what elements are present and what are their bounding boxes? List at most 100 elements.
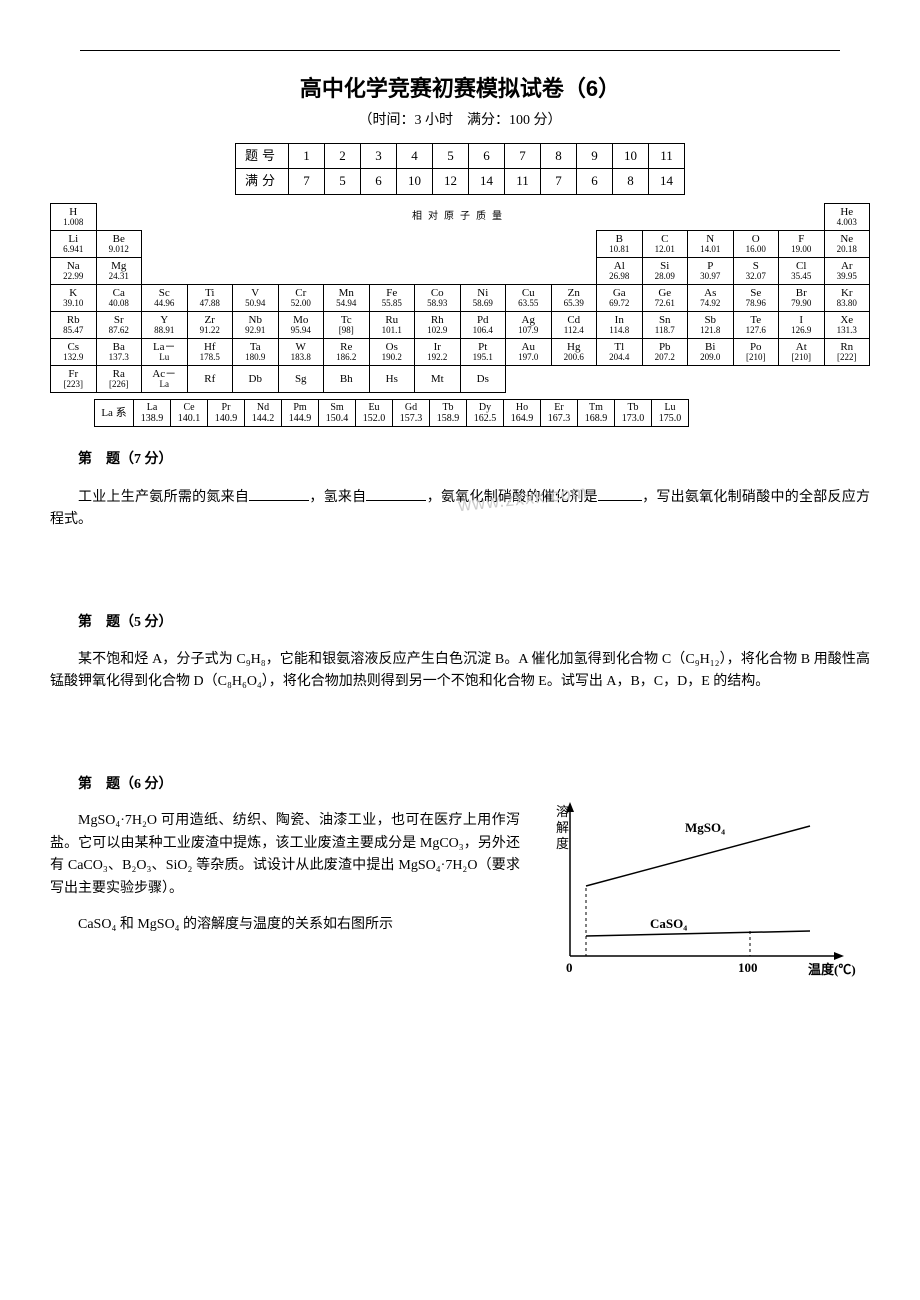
q1-t3: ，氨氧化制硝酸的催化剂是 (426, 490, 597, 505)
svg-text:解: 解 (556, 820, 569, 835)
score-col-num: 10 (613, 143, 649, 169)
element-cell: Sb121.8 (688, 312, 734, 339)
score-col-pts: 7 (289, 169, 325, 195)
element-cell: Rh102.9 (415, 312, 461, 339)
lanth-cell: Tb158.9 (430, 400, 467, 427)
element-cell: Cs132.9 (51, 339, 97, 366)
element-cell (187, 231, 233, 258)
element-cell (278, 258, 324, 285)
element-cell: Y88.91 (142, 312, 188, 339)
element-cell: Hf178.5 (187, 339, 233, 366)
lanth-label: La 系 (95, 400, 134, 427)
score-table: 题号 1234567891011 满分 7561012141176814 (235, 143, 685, 196)
element-cell: Rf (187, 366, 233, 393)
element-cell: Kr83.80 (824, 285, 870, 312)
score-col-pts: 10 (397, 169, 433, 195)
lanth-cell: La138.9 (134, 400, 171, 427)
blank-2 (366, 486, 426, 501)
score-col-pts: 6 (577, 169, 613, 195)
y-axis-label-1: 溶 (556, 804, 569, 819)
q2-heading: 第 题（5 分） (50, 612, 870, 634)
lanth-cell: Ce140.1 (171, 400, 208, 427)
element-cell: N14.01 (688, 231, 734, 258)
element-cell: Rb85.47 (51, 312, 97, 339)
score-row-numbers: 题号 1234567891011 (236, 143, 685, 169)
element-cell (597, 366, 643, 393)
element-cell: Li6.941 (51, 231, 97, 258)
q3-text-2: CaSO₄ 和 MgSO₄ 的溶解度与温度的关系如右图所示 (50, 914, 520, 936)
element-cell: Ta180.9 (233, 339, 279, 366)
element-cell: Re186.2 (324, 339, 370, 366)
score-label-number: 题号 (236, 143, 289, 169)
element-cell: Pt195.1 (460, 339, 506, 366)
element-cell: Co58.93 (415, 285, 461, 312)
element-cell: Hg200.6 (551, 339, 597, 366)
element-cell: Al26.98 (597, 258, 643, 285)
element-cell: I126.9 (779, 312, 825, 339)
score-col-num: 11 (649, 143, 685, 169)
element-cell (233, 258, 279, 285)
element-cell: Ni58.69 (460, 285, 506, 312)
q3-text-1: MgSO₄·7H₂O 可用造纸、纺织、陶瓷、油漆工业，也可在医疗上用作泻盐。它可… (50, 810, 520, 900)
element-cell (415, 258, 461, 285)
element-cell (278, 231, 324, 258)
lanthanide-row: La 系La138.9Ce140.1Pr140.9Nd144.2Pm144.9S… (94, 399, 689, 427)
element-cell: As74.92 (688, 285, 734, 312)
element-cell: Hs (369, 366, 415, 393)
element-cell: Po[210] (733, 339, 779, 366)
element-cell (142, 231, 188, 258)
x-tick-0: 0 (566, 960, 573, 975)
element-cell: S32.07 (733, 258, 779, 285)
lanth-cell: Gd157.3 (393, 400, 430, 427)
score-col-num: 7 (505, 143, 541, 169)
lanth-cell: Ho164.9 (504, 400, 541, 427)
element-cell: Mn54.94 (324, 285, 370, 312)
element-cell: Nb92.91 (233, 312, 279, 339)
lanth-cell: Tb173.0 (615, 400, 652, 427)
element-cell: Sr87.62 (96, 312, 142, 339)
element-cell: Ba137.3 (96, 339, 142, 366)
score-col-pts: 7 (541, 169, 577, 195)
element-cell: Ir192.2 (415, 339, 461, 366)
lanth-cell: Eu152.0 (356, 400, 393, 427)
element-cell (142, 258, 188, 285)
element-cell (369, 258, 415, 285)
element-cell (233, 231, 279, 258)
element-cell (824, 366, 870, 393)
element-cell: Ti47.88 (187, 285, 233, 312)
element-cell: In114.8 (597, 312, 643, 339)
q1-heading: 第 题（7 分） (50, 449, 870, 471)
score-col-num: 5 (433, 143, 469, 169)
element-cell (551, 366, 597, 393)
element-cell: Ac－La (142, 366, 188, 393)
element-cell: Br79.90 (779, 285, 825, 312)
element-cell: Pd106.4 (460, 312, 506, 339)
score-col-num: 3 (361, 143, 397, 169)
score-row-points: 满分 7561012141176814 (236, 169, 685, 195)
element-cell: Os190.2 (369, 339, 415, 366)
element-cell: Pb207.2 (642, 339, 688, 366)
q1-t1: 工业上生产氨所需的氮来自 (78, 490, 249, 505)
element-cell: O16.00 (733, 231, 779, 258)
element-cell: Tl204.4 (597, 339, 643, 366)
series-label-mgso4: MgSO₄ (685, 820, 725, 835)
element-cell (733, 366, 779, 393)
element-cell: Fr[223] (51, 366, 97, 393)
page-subtitle: （时间：3 小时 满分：100 分） (50, 110, 870, 132)
element-cell: Sn118.7 (642, 312, 688, 339)
element-cell: Rn[222] (824, 339, 870, 366)
element-cell: Cr52.00 (278, 285, 324, 312)
element-cell: Mt (415, 366, 461, 393)
element-cell: Db (233, 366, 279, 393)
element-cell: Zn65.39 (551, 285, 597, 312)
score-col-num: 2 (325, 143, 361, 169)
element-cell: W183.8 (278, 339, 324, 366)
element-cell (460, 231, 506, 258)
element-cell: Ar39.95 (824, 258, 870, 285)
lanth-cell: Lu175.0 (652, 400, 689, 427)
svg-text:度: 度 (556, 836, 569, 851)
lanth-cell: Sm150.4 (319, 400, 356, 427)
element-cell: At[210] (779, 339, 825, 366)
element-cell (551, 258, 597, 285)
q1-t2: ，氢来自 (309, 490, 366, 505)
